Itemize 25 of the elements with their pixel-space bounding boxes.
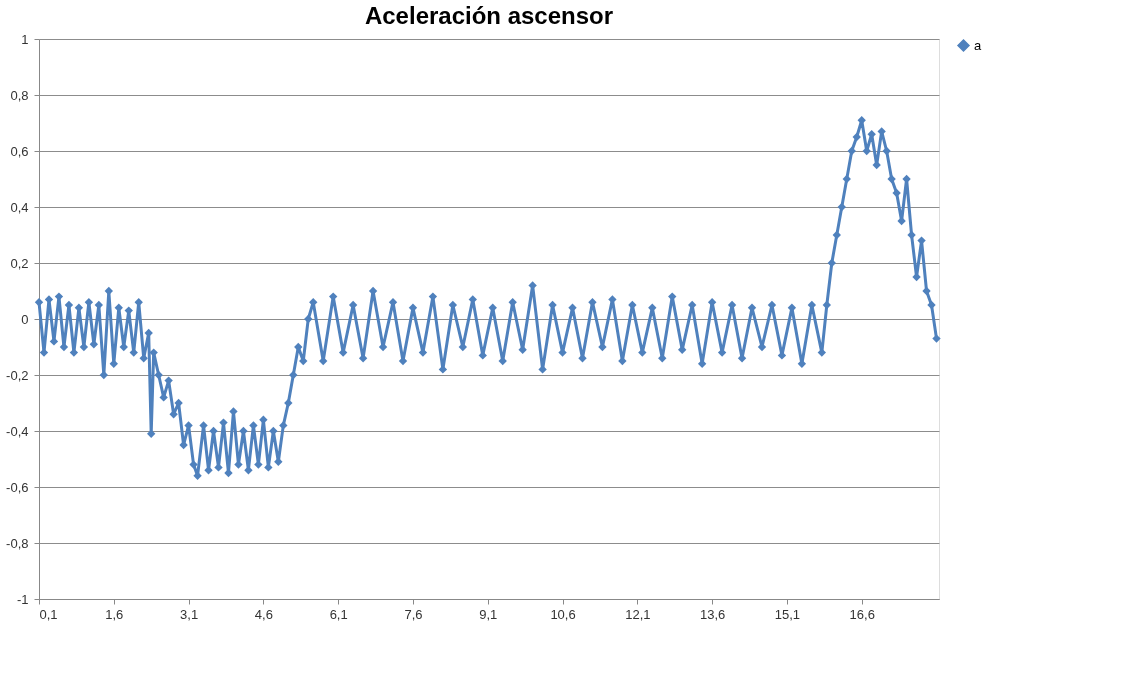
x-tick-label: 3,1 bbox=[180, 606, 199, 622]
y-tick-label: 0,8 bbox=[10, 87, 29, 103]
y-tick-label: 1 bbox=[21, 31, 29, 47]
x-tick-label: 6,1 bbox=[329, 606, 348, 622]
x-tick-label: 15,1 bbox=[774, 606, 801, 622]
y-tick-label: -0,2 bbox=[6, 367, 29, 383]
chart-title: Aceleración ascensor bbox=[364, 2, 614, 29]
x-tick-label: 13,6 bbox=[699, 606, 726, 622]
y-tick-label: -0,6 bbox=[6, 479, 29, 495]
y-tick-label: 0,2 bbox=[10, 255, 29, 271]
x-tick-label: 1,6 bbox=[105, 606, 124, 622]
x-tick-label: 9,1 bbox=[479, 606, 498, 622]
x-tick-label: 7,6 bbox=[404, 606, 423, 622]
y-tick-label: -1 bbox=[16, 591, 29, 607]
y-tick-label: 0 bbox=[21, 311, 29, 327]
y-tick-label: -0,4 bbox=[6, 423, 29, 439]
x-tick-label: 10,6 bbox=[550, 606, 576, 622]
x-tick-label: 16,6 bbox=[849, 606, 875, 622]
legend-label: a bbox=[974, 37, 982, 53]
y-tick-label: -0,8 bbox=[6, 535, 29, 551]
x-tick-label: 4,6 bbox=[254, 606, 273, 622]
y-tick-label: 0,6 bbox=[10, 143, 29, 159]
x-tick-label: 12,1 bbox=[625, 606, 651, 622]
x-tick-label: 0,1 bbox=[39, 606, 58, 622]
y-tick-label: 0,4 bbox=[10, 199, 29, 215]
